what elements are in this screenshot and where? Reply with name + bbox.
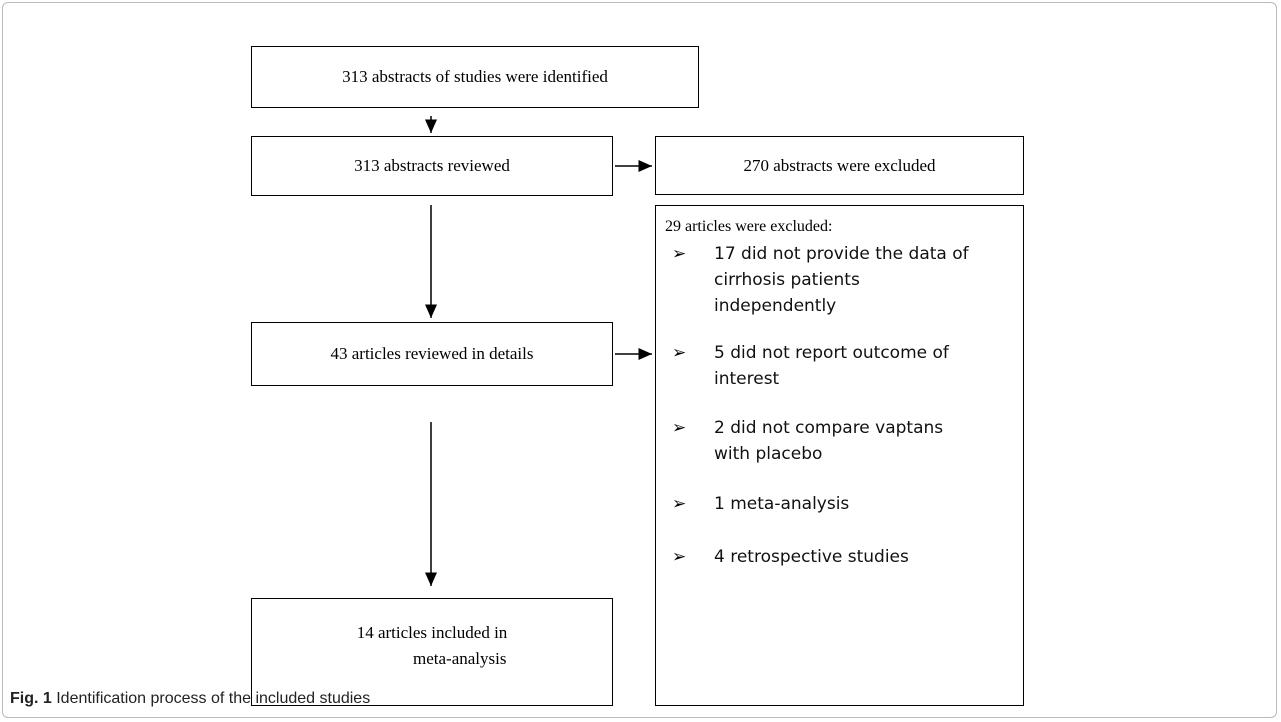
exclusion-item: interest [714, 369, 780, 389]
node-box: 313 abstracts reviewed [251, 136, 613, 196]
exclusion-item: independently [714, 296, 837, 316]
bullet-icon: ➢ [672, 244, 687, 264]
bullet-icon: ➢ [672, 547, 687, 567]
exclusion-item: 2 did not compare vaptans [714, 418, 944, 438]
exclusion-item: 17 did not provide the data of [714, 244, 969, 264]
bullet-icon: ➢ [672, 343, 687, 363]
exclusion-item: with placebo [714, 444, 823, 464]
node-label: 313 abstracts reviewed [354, 156, 510, 175]
node-label: 14 articles included in [356, 623, 508, 642]
exclusion-box: 29 articles were excluded: ➢ 17 did not p… [655, 205, 1024, 706]
node-label: 43 articles reviewed in details [330, 344, 534, 363]
node-box: 270 abstracts were excluded [655, 136, 1024, 195]
bullet-icon: ➢ [672, 494, 687, 514]
node-label: 313 abstracts of studies were identified [342, 67, 608, 86]
exclusion-title: 29 articles were excluded: [665, 218, 833, 235]
caption-text: Identification process of the included s… [56, 690, 371, 707]
bullet-icon: ➢ [672, 418, 687, 438]
node-box: 43 articles reviewed in details [251, 322, 613, 386]
caption: Fig. 1 Identification process of the inc… [10, 690, 370, 708]
exclusion-item: 4 retrospective studies [714, 547, 909, 567]
exclusion-item: 5 did not report outcome of [714, 343, 949, 363]
exclusion-item: 1 meta-analysis [714, 494, 850, 514]
node-label: meta-analysis [413, 649, 507, 668]
caption-label: Fig. 1 [10, 690, 52, 707]
exclusion-item: cirrhosis patients [714, 270, 860, 290]
node-box: 313 abstracts of studies were identified [251, 46, 699, 108]
node-box: 14 articles included in meta-analysis [251, 598, 613, 706]
node-label: 270 abstracts were excluded [743, 155, 936, 175]
